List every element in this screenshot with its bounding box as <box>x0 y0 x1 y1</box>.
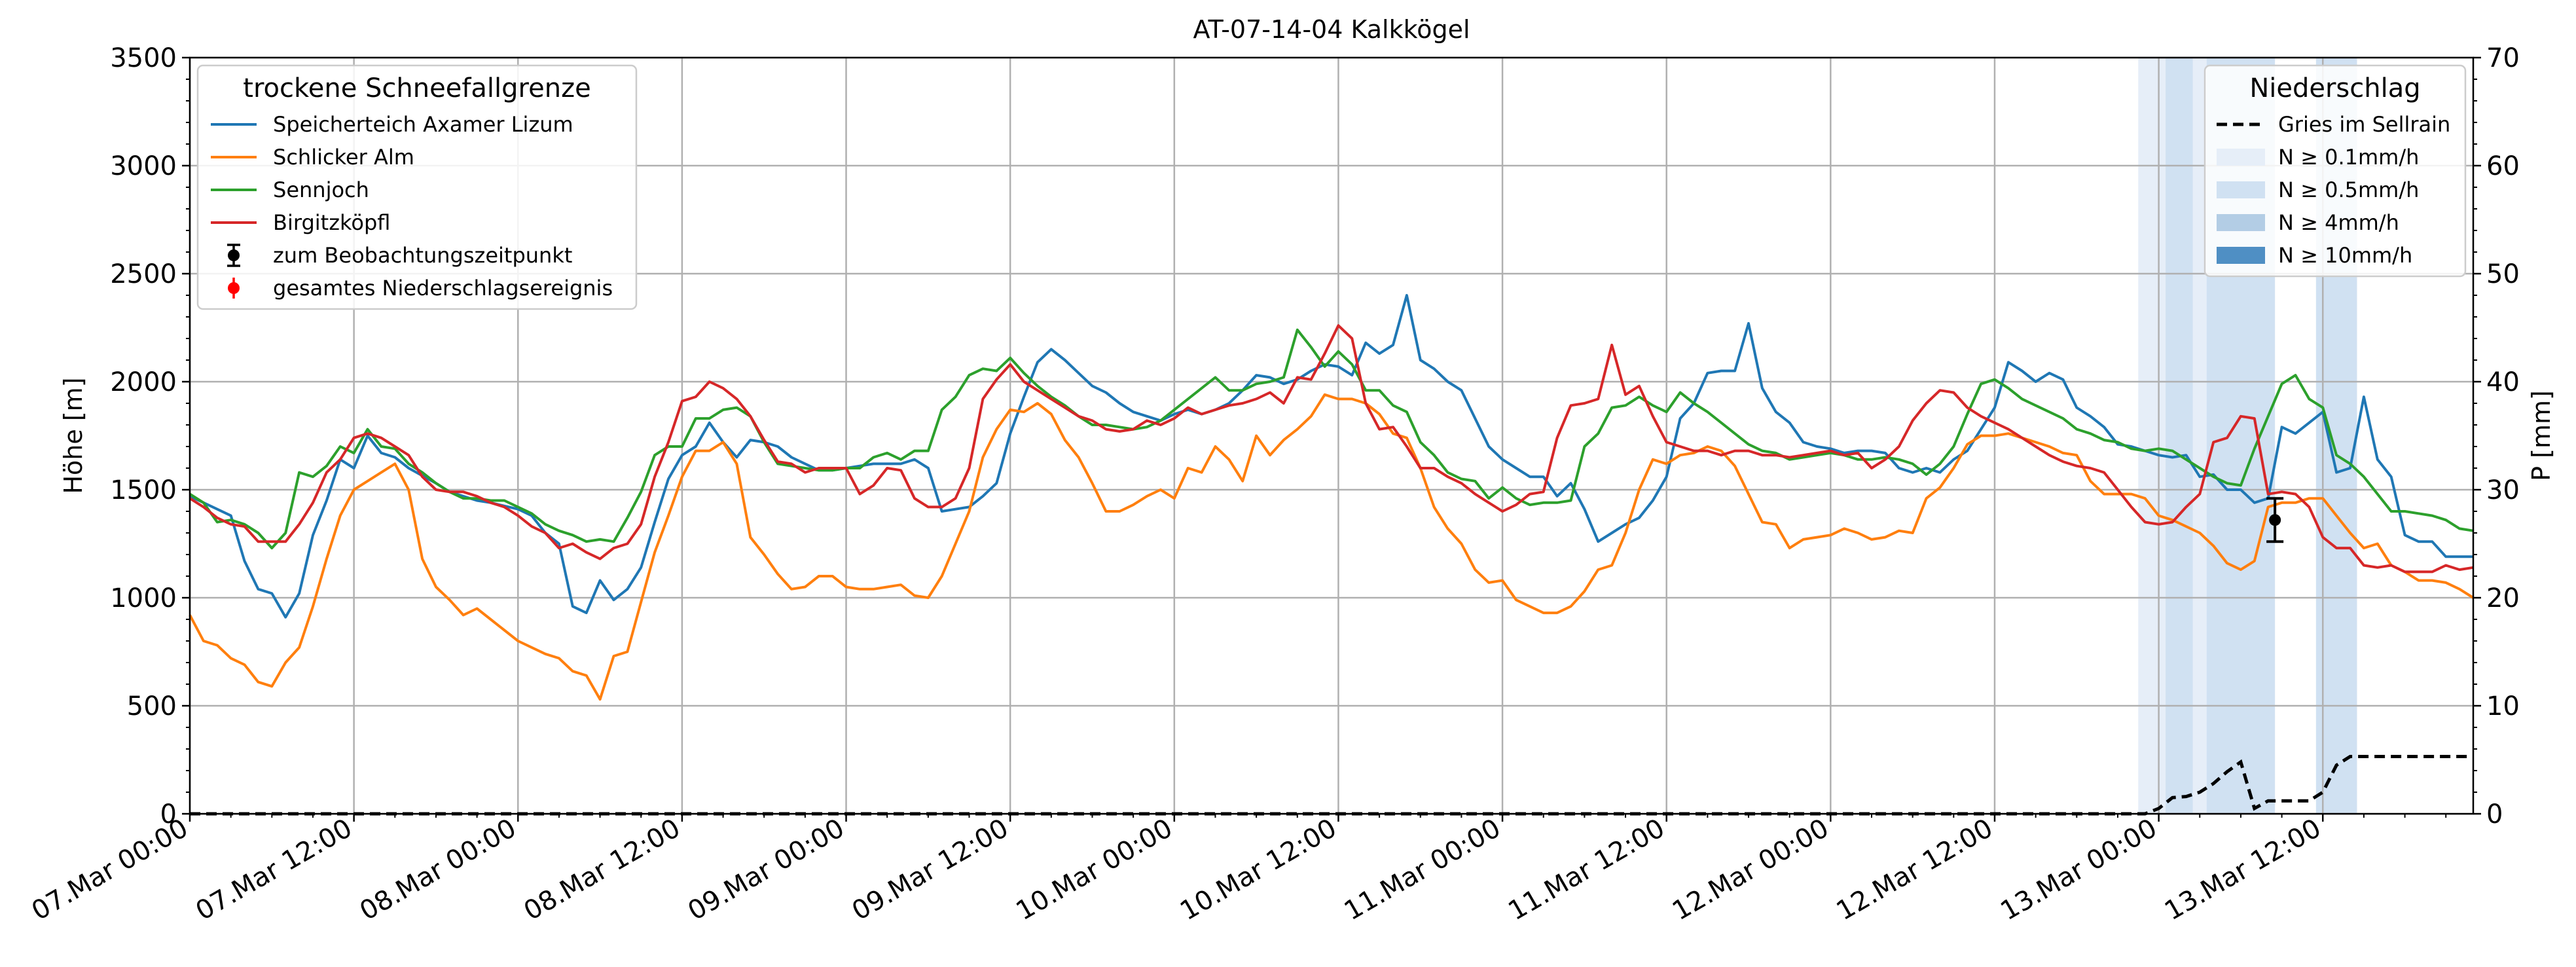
legend-band-label: N ≥ 10mm/h <box>2278 243 2412 268</box>
legend-series-label: Schlicker Alm <box>273 145 414 170</box>
legend-event-label: gesamtes Niederschlagsereignis <box>273 276 613 301</box>
y2-axis-label: P [mm] <box>2527 390 2556 481</box>
y-tick-label: 500 <box>127 691 177 721</box>
legend-left-box <box>196 64 638 310</box>
series-line-0 <box>189 294 2473 619</box>
y-tick-label: 0 <box>160 799 177 830</box>
legend-band-swatch <box>2217 149 2265 166</box>
precip-line-gries <box>190 755 2473 816</box>
legend-precipitation: Niederschlag Gries im Sellrain N ≥ 0.1mm/h… <box>2204 64 2467 278</box>
legend-band-swatch <box>2217 181 2265 198</box>
snowfall-limit-series <box>189 294 2475 701</box>
legend-series-label: Sennjoch <box>273 177 369 202</box>
y2-tick-label: 60 <box>2486 151 2520 181</box>
y2-tick-label: 70 <box>2486 43 2520 73</box>
y-axis-label: Höhe [m] <box>59 377 88 494</box>
y2-tick-label: 20 <box>2486 583 2520 613</box>
legend-obs-marker <box>228 249 240 261</box>
y-tick-label: 1000 <box>110 583 177 613</box>
y-tick-label: 1500 <box>110 475 177 505</box>
y-tick-label: 3000 <box>110 151 177 181</box>
legend-band-swatch <box>2217 214 2265 231</box>
legend-obs-label: zum Beobachtungszeitpunkt <box>273 243 572 268</box>
obs-point <box>2269 514 2281 526</box>
chart-title: AT-07-14-04 Kalkkögel <box>1193 15 1470 44</box>
precip-band <box>2166 58 2193 814</box>
observation-errorbar <box>2266 497 2284 543</box>
legend-left-title: trockene Schneefallgrenze <box>243 73 590 103</box>
series-line-2 <box>189 328 2474 550</box>
y-tick-label: 2500 <box>110 259 177 289</box>
y2-tick-label: 50 <box>2486 259 2520 289</box>
legend-event-marker <box>228 282 240 294</box>
y2-tick-label: 30 <box>2486 475 2520 505</box>
precipitation-line-layer <box>190 755 2473 816</box>
series-line-3 <box>189 324 2474 574</box>
legend-band-swatch <box>2217 247 2265 264</box>
legend-right-box <box>2204 64 2467 278</box>
y2-tick-label: 10 <box>2486 691 2520 721</box>
legend-snowfall-limit: trockene Schneefallgrenze Speicherteich A… <box>196 64 638 310</box>
legend-precip-line-label: Gries im Sellrain <box>2278 112 2450 137</box>
legend-band-label: N ≥ 0.1mm/h <box>2278 145 2419 170</box>
legend-series-label: Birgitzköpfl <box>273 210 390 235</box>
precip-band <box>2138 58 2166 814</box>
legend-series-label: Speicherteich Axamer Lizum <box>273 112 573 137</box>
legend-right-title: Niederschlag <box>2249 73 2420 103</box>
legend-band-label: N ≥ 0.5mm/h <box>2278 177 2419 202</box>
y-tick-label: 3500 <box>110 43 177 73</box>
precip-band <box>2192 58 2207 814</box>
series-line-1 <box>189 393 2475 701</box>
y-tick-label: 2000 <box>110 367 177 397</box>
plot-frame <box>189 56 2475 815</box>
y2-tick-label: 0 <box>2486 799 2503 830</box>
y2-tick-label: 40 <box>2486 367 2520 397</box>
legend-band-label: N ≥ 4mm/h <box>2278 210 2399 235</box>
